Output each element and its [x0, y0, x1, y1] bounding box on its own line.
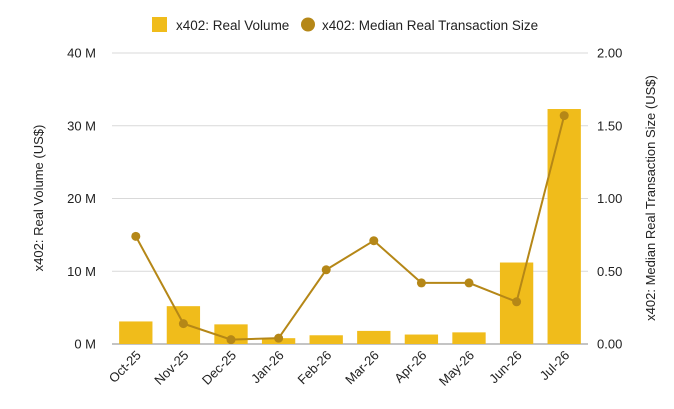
- line-point: [512, 297, 522, 307]
- bar: [404, 334, 439, 344]
- x-tick-label: Dec-25: [199, 348, 239, 388]
- x-tick-label: Feb-26: [295, 348, 335, 388]
- left-tick-label: 0 M: [74, 337, 96, 352]
- legend: x402: Real Volume x402: Median Real Tran…: [152, 17, 538, 33]
- x-tick-label: Apr-26: [391, 348, 429, 386]
- x-tick-label: Jun-26: [486, 348, 525, 387]
- right-tick-label: 0.00: [597, 337, 622, 352]
- x-tick-label: Mar-26: [342, 348, 382, 388]
- line-point: [416, 278, 426, 288]
- right-tick-label: 1.50: [597, 118, 622, 133]
- bar: [357, 330, 391, 344]
- x-tick-label: Jan-26: [248, 348, 287, 387]
- x-tick-label: May-26: [436, 348, 477, 389]
- left-axis-title: x402: Real Volume (US$): [31, 125, 46, 272]
- right-axis-ticks: 0.00 0.50 1.00 1.50 2.00: [597, 46, 622, 352]
- legend-line-swatch: [301, 17, 315, 32]
- line-point: [559, 111, 569, 121]
- x-tick-label: Jul-26: [537, 348, 573, 384]
- right-tick-label: 0.50: [597, 264, 622, 279]
- line-point: [226, 335, 236, 345]
- line-point: [178, 319, 188, 329]
- line-point: [369, 236, 379, 246]
- line-series: [131, 111, 569, 345]
- line-point: [464, 278, 474, 288]
- legend-bar-swatch: [152, 17, 167, 32]
- left-axis-ticks: 0 M 10 M 20 M 30 M 40 M: [67, 46, 96, 352]
- right-tick-label: 1.00: [597, 191, 622, 206]
- bar: [119, 321, 153, 344]
- line-point: [131, 231, 141, 241]
- left-tick-label: 20 M: [67, 191, 96, 206]
- left-tick-label: 40 M: [67, 46, 96, 61]
- median-size-line: [134, 115, 566, 341]
- x-axis-ticks: Oct-25 Nov-25 Dec-25 Jan-26 Feb-26 Mar-26 Apr-…: [106, 348, 573, 389]
- right-tick-label: 2.00: [597, 46, 622, 61]
- right-axis-title: x402: Median Real Transaction Size (US$): [643, 75, 658, 321]
- bar: [452, 332, 486, 344]
- x-tick-label: Nov-25: [151, 348, 191, 388]
- bar: [309, 335, 343, 344]
- bar: [547, 109, 581, 344]
- x-tick-label: Oct-25: [106, 348, 144, 386]
- legend-label-real-volume: x402: Real Volume: [176, 18, 289, 33]
- line-point: [274, 333, 284, 343]
- bar-series: [119, 109, 581, 344]
- left-tick-label: 30 M: [67, 118, 96, 133]
- legend-label-median-size: x402: Median Real Transaction Size: [322, 18, 538, 33]
- line-point: [321, 265, 331, 275]
- left-tick-label: 10 M: [67, 264, 96, 279]
